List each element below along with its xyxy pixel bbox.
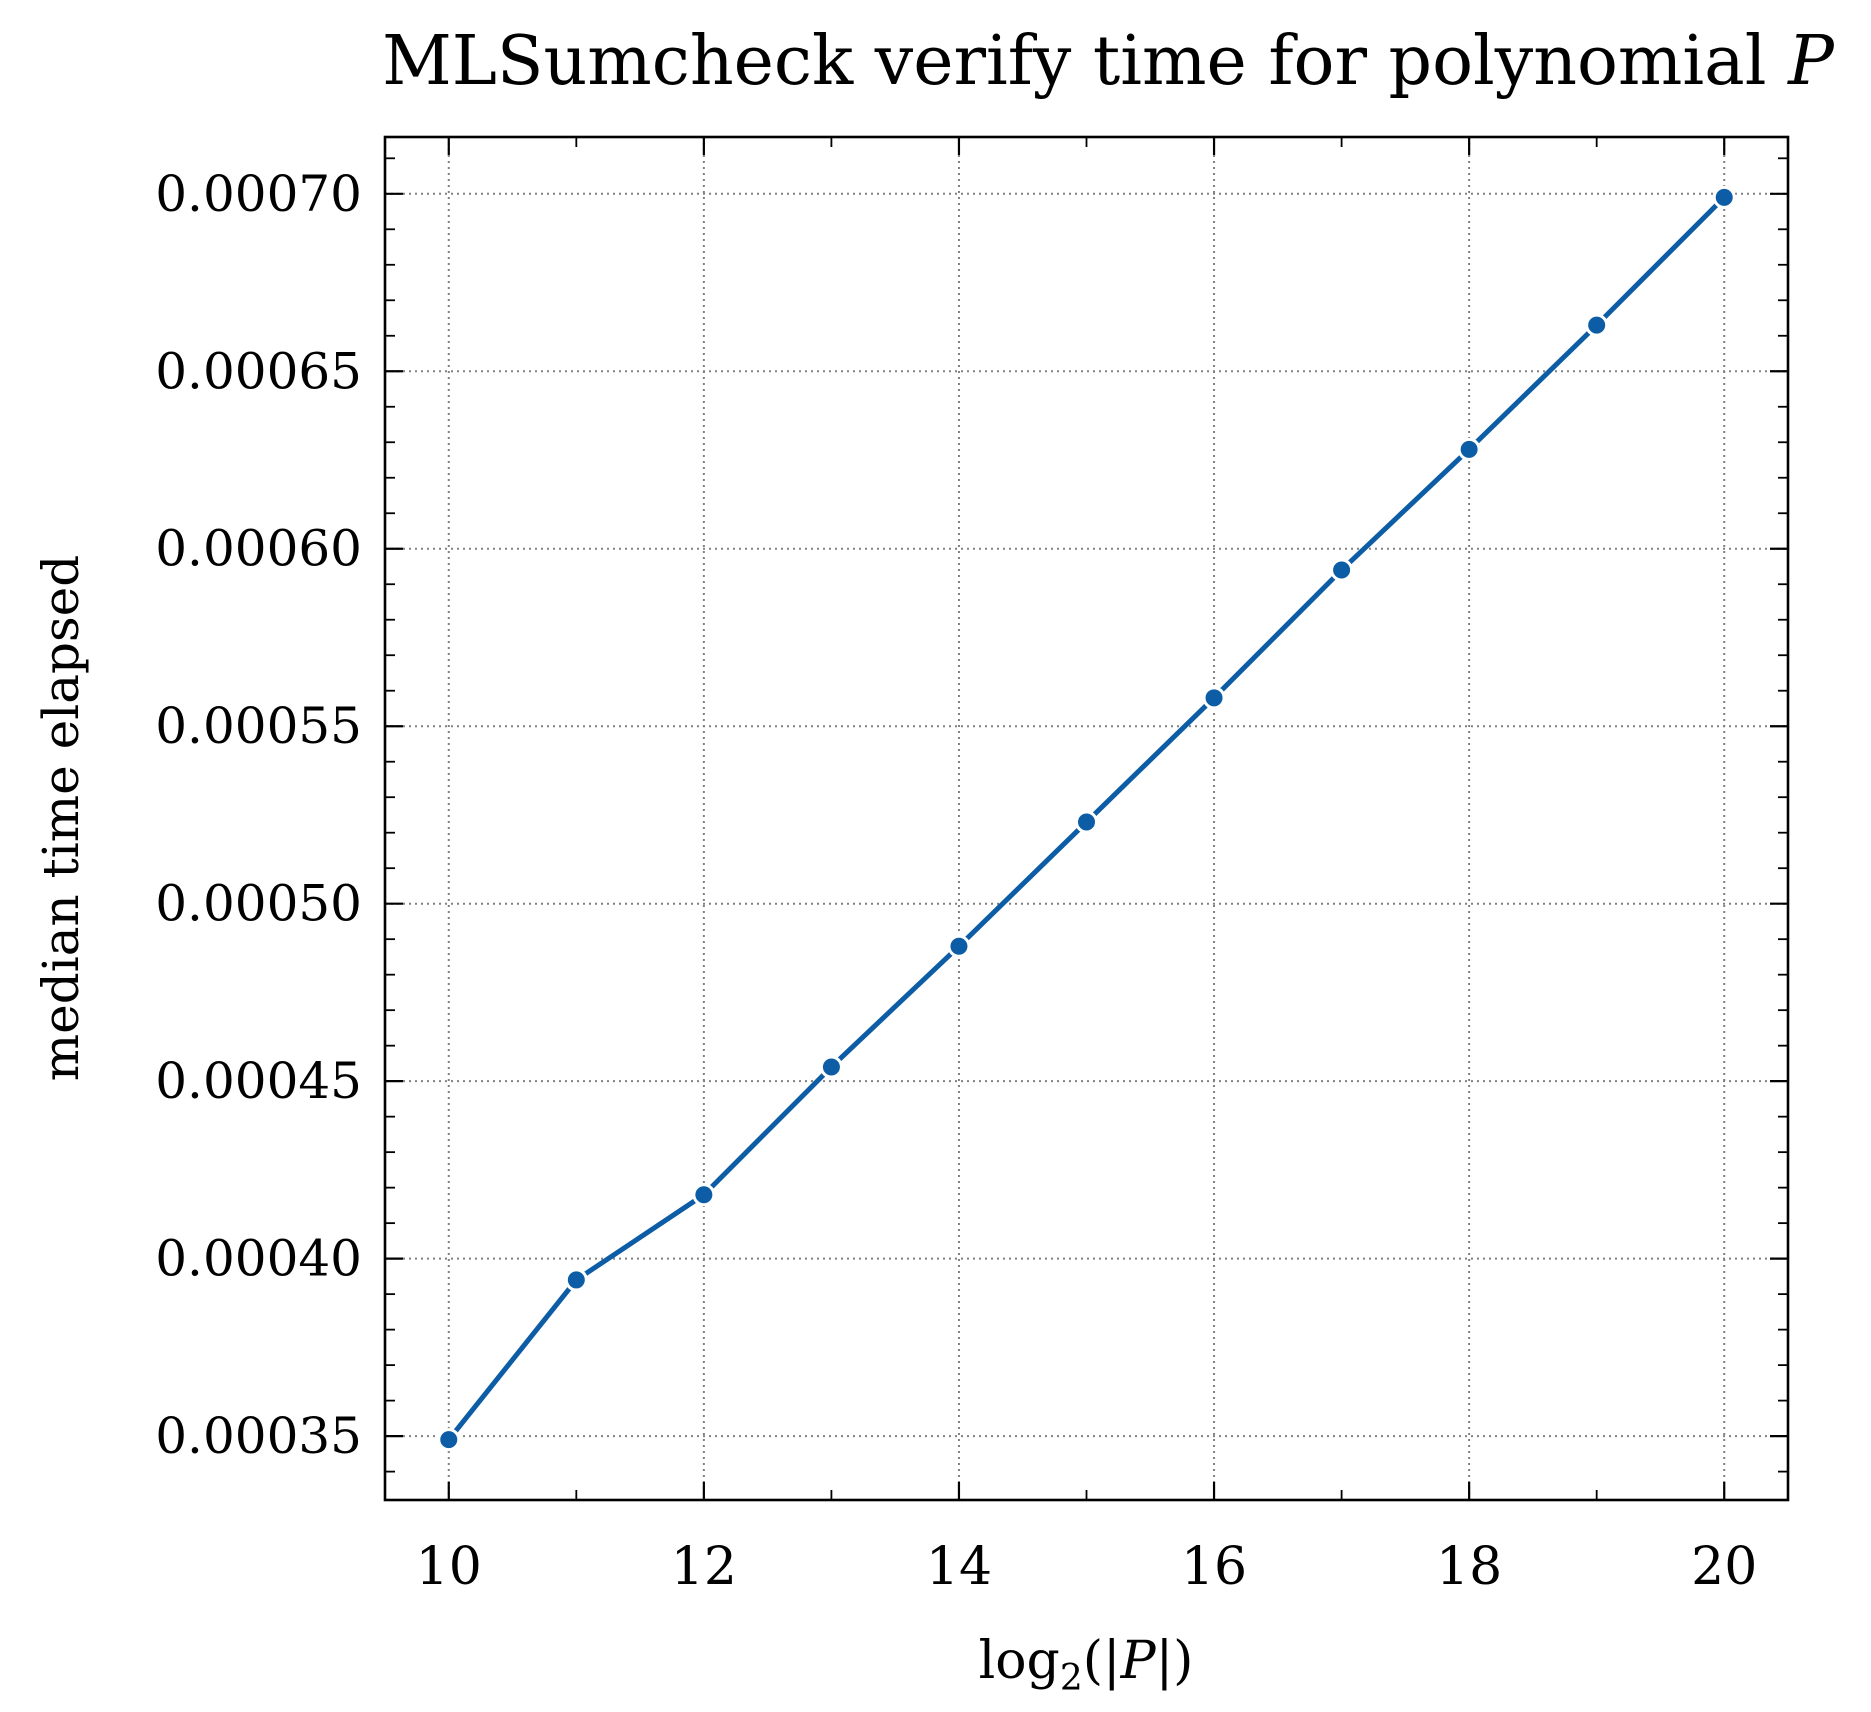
data-point [819, 1055, 843, 1079]
y-tick-label: 0.00070 [155, 165, 362, 223]
data-point [1202, 686, 1226, 710]
y-tick-label: 0.00045 [155, 1052, 362, 1110]
y-tick-label: 0.00050 [155, 875, 362, 933]
major-ticks [385, 137, 1788, 1500]
data-point [1712, 185, 1736, 209]
data-series [437, 185, 1736, 1452]
data-point [437, 1428, 461, 1452]
x-axis-label-subscript: 2 [1060, 1658, 1083, 1699]
x-axis-label-open: (| [1083, 1631, 1121, 1691]
y-tick-labels: 0.00035 0.00040 0.00045 0.00050 0.00055 0.000… [155, 165, 362, 1465]
x-axis-label: log2(|P|) [979, 1631, 1194, 1699]
plot-frame [383, 135, 1790, 1502]
data-point [947, 934, 971, 958]
data-point [1075, 810, 1098, 834]
x-axis-label-variable: P [1120, 1631, 1157, 1691]
x-tick-label: 12 [671, 1537, 737, 1597]
y-tick-label: 0.00065 [155, 342, 362, 400]
y-tick-label: 0.00040 [155, 1230, 362, 1288]
data-point [1457, 437, 1481, 461]
y-tick-label: 0.00060 [155, 520, 362, 578]
x-tick-labels: 10 12 14 16 18 20 [416, 1537, 1758, 1597]
x-tick-label: 18 [1436, 1537, 1502, 1597]
y-axis-label: median time elapsed [32, 555, 90, 1082]
x-axis-label-log: log [979, 1631, 1060, 1691]
x-tick-label: 16 [1181, 1537, 1247, 1597]
y-tick-label: 0.00055 [155, 697, 362, 755]
data-point [692, 1183, 716, 1207]
minor-ticks [385, 137, 1788, 1500]
data-point [1330, 558, 1354, 582]
data-point [564, 1268, 588, 1292]
grid-lines [385, 137, 1788, 1500]
y-tick-label: 0.00035 [155, 1407, 362, 1465]
chart-title-variable: P [1786, 22, 1835, 101]
x-tick-label: 14 [926, 1537, 992, 1597]
x-tick-label: 10 [416, 1537, 482, 1597]
chart-title: MLSumcheck verify time for polynomial P [382, 22, 1835, 101]
x-tick-label: 20 [1691, 1537, 1757, 1597]
data-point [1585, 313, 1609, 337]
chart-title-text: MLSumcheck verify time for polynomial [382, 22, 1766, 101]
x-axis-label-close: |) [1156, 1631, 1194, 1691]
